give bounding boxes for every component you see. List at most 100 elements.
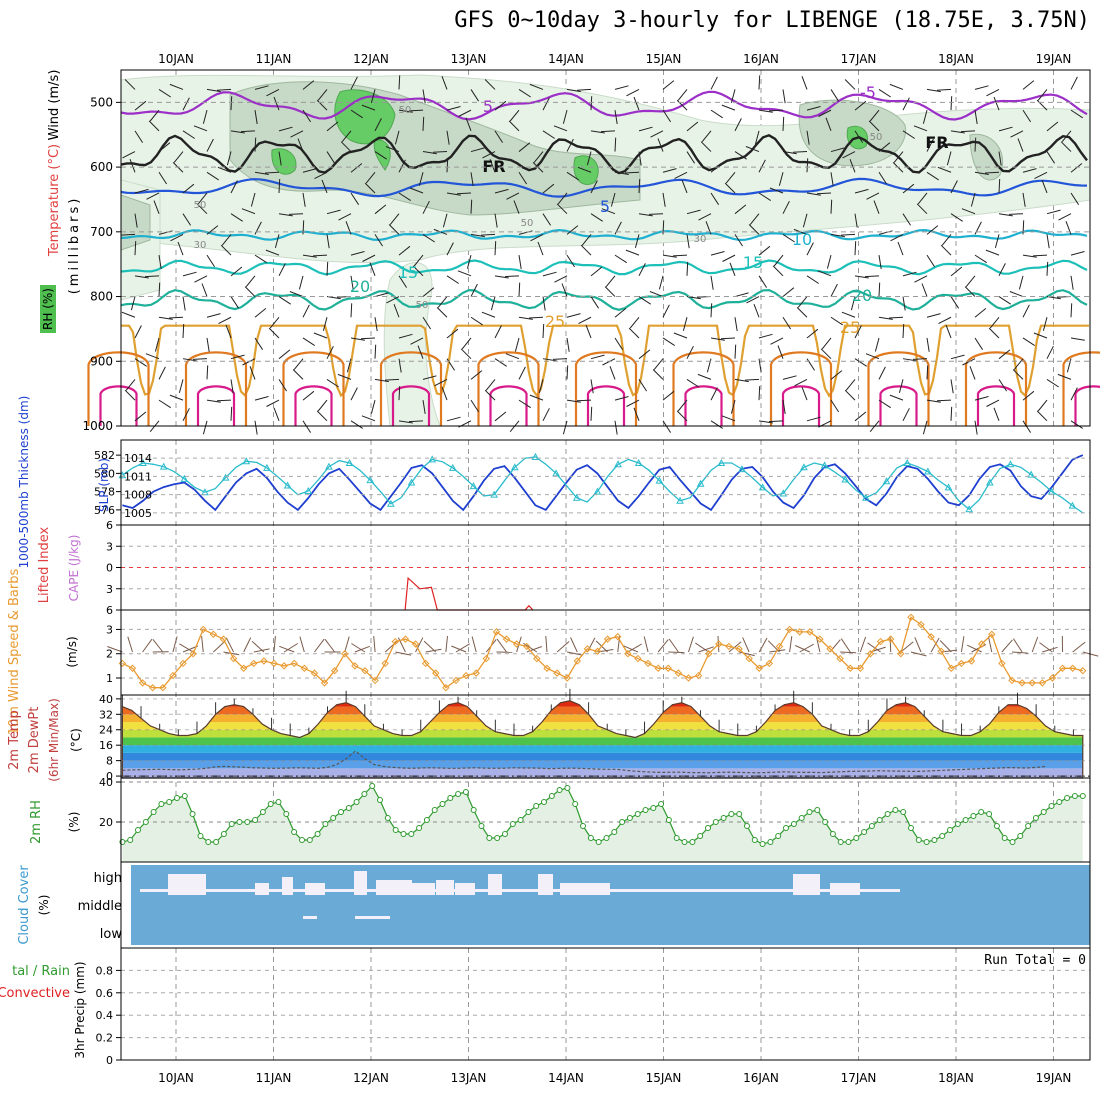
- date-label-bottom: 13JAN: [451, 1071, 487, 1085]
- wind-barb: [470, 172, 474, 187]
- wind-barb: [249, 366, 256, 380]
- wind-barb: [542, 296, 546, 311]
- cloud-high-block: [376, 880, 412, 895]
- wind-barb: [794, 378, 808, 387]
- wind-speed-marker: [300, 664, 309, 672]
- rh-marker: [970, 813, 977, 819]
- wind-barb: [965, 275, 976, 288]
- slp-marker: [572, 493, 581, 501]
- wind-barb: [494, 411, 507, 422]
- wind-barb: [710, 163, 723, 173]
- date-label-bottom: 15JAN: [646, 1071, 682, 1085]
- rh-marker: [314, 831, 321, 837]
- temp-contour-35: [879, 385, 918, 426]
- wind-barb: [442, 213, 448, 228]
- y-tick-label-left: 576: [94, 504, 115, 517]
- wind-barb: [590, 354, 605, 360]
- rh-marker: [642, 807, 649, 813]
- slp-marker: [1006, 460, 1015, 468]
- wind-barb: [614, 171, 629, 175]
- wind-barb: [998, 263, 1006, 277]
- wind-barb: [134, 325, 142, 339]
- wind-barb: [1057, 373, 1072, 380]
- wind-barb: [668, 651, 685, 654]
- wind-barb: [314, 638, 325, 653]
- wind-barb: [554, 275, 568, 283]
- wind-speed-marker: [624, 650, 632, 658]
- rh-marker: [408, 831, 415, 837]
- thickness-label: 1000-500mb Thickness (dm): [17, 396, 31, 569]
- temp-band: [122, 760, 1083, 769]
- wind-barb: [1070, 387, 1078, 401]
- wind-barb: [966, 644, 982, 653]
- wind-barb: [446, 242, 454, 256]
- wind-barb: [917, 192, 928, 205]
- wind-barb: [350, 192, 360, 205]
- wind-barb: [926, 337, 930, 352]
- slp-marker: [366, 476, 375, 484]
- wind-barb: [590, 266, 603, 277]
- wind-barb: [297, 138, 304, 152]
- wind-barb: [408, 420, 424, 423]
- wind-barb: [590, 96, 593, 111]
- wind-barb: [561, 283, 568, 297]
- wind-barb: [662, 304, 670, 318]
- wind-speed-marker: [684, 674, 693, 682]
- wind-barb: [386, 296, 400, 304]
- wind-barb: [350, 303, 353, 318]
- temp-contour-35: [489, 385, 528, 426]
- wind-barb: [677, 89, 688, 101]
- wind-speed-marker: [715, 640, 723, 648]
- wind-barb: [941, 234, 952, 246]
- wind-speed-marker: [563, 674, 571, 682]
- wind-barb: [662, 337, 675, 347]
- wind-barb: [398, 159, 406, 173]
- date-label-top: 12JAN: [353, 52, 389, 66]
- wind-barb: [254, 396, 269, 401]
- wind-barb: [326, 121, 339, 132]
- slp-marker: [345, 458, 354, 467]
- wind-barb: [818, 109, 832, 117]
- wind-barb: [518, 88, 531, 98]
- wind-barb: [1046, 121, 1059, 132]
- wind-barb: [998, 151, 1002, 166]
- rh-marker: [650, 805, 657, 811]
- wind-barb: [324, 638, 336, 653]
- wind-barb: [313, 332, 328, 339]
- y-tick-label: 0: [106, 770, 113, 783]
- rh-marker: [447, 795, 454, 801]
- wind-barb: [854, 213, 858, 228]
- wind-barb: [797, 296, 808, 308]
- rh-label: 2m RH: [29, 800, 44, 844]
- wind-barb: [657, 138, 664, 152]
- wind-barb: [566, 254, 576, 268]
- wind-barb: [926, 171, 939, 181]
- wind-barb: [170, 233, 184, 242]
- wind-barb: [471, 636, 477, 653]
- wind-barb: [758, 420, 773, 424]
- rh-marker: [1032, 815, 1039, 821]
- wind-barb: [902, 130, 915, 139]
- y-tick-label: 800: [90, 290, 113, 304]
- wind-barb: [662, 168, 677, 173]
- wind-barb: [350, 337, 365, 341]
- wind-barb: [302, 337, 315, 347]
- rh-marker: [439, 801, 446, 807]
- rh-marker: [673, 835, 680, 841]
- cape-label: CAPE (J/kg): [67, 535, 81, 602]
- wind-barb: [350, 109, 363, 119]
- wind-barb: [734, 292, 749, 298]
- rh-marker: [1056, 799, 1063, 805]
- wind-barb: [508, 120, 520, 132]
- wind-speed-marker: [320, 679, 329, 687]
- thickness-slp-panel: 582 580 578 576 1014 1011 1008 1005 1000-500mb T…: [17, 396, 1091, 569]
- wind-barb: [878, 282, 881, 297]
- wind-speed-marker: [856, 664, 865, 672]
- wind-barb: [562, 110, 568, 124]
- wind-barb: [854, 358, 867, 367]
- wind-barb: [946, 151, 952, 166]
- wind-barb: [662, 192, 666, 207]
- wind-barb: [254, 420, 258, 435]
- rh-marker: [806, 809, 813, 815]
- wind-barb: [413, 254, 424, 267]
